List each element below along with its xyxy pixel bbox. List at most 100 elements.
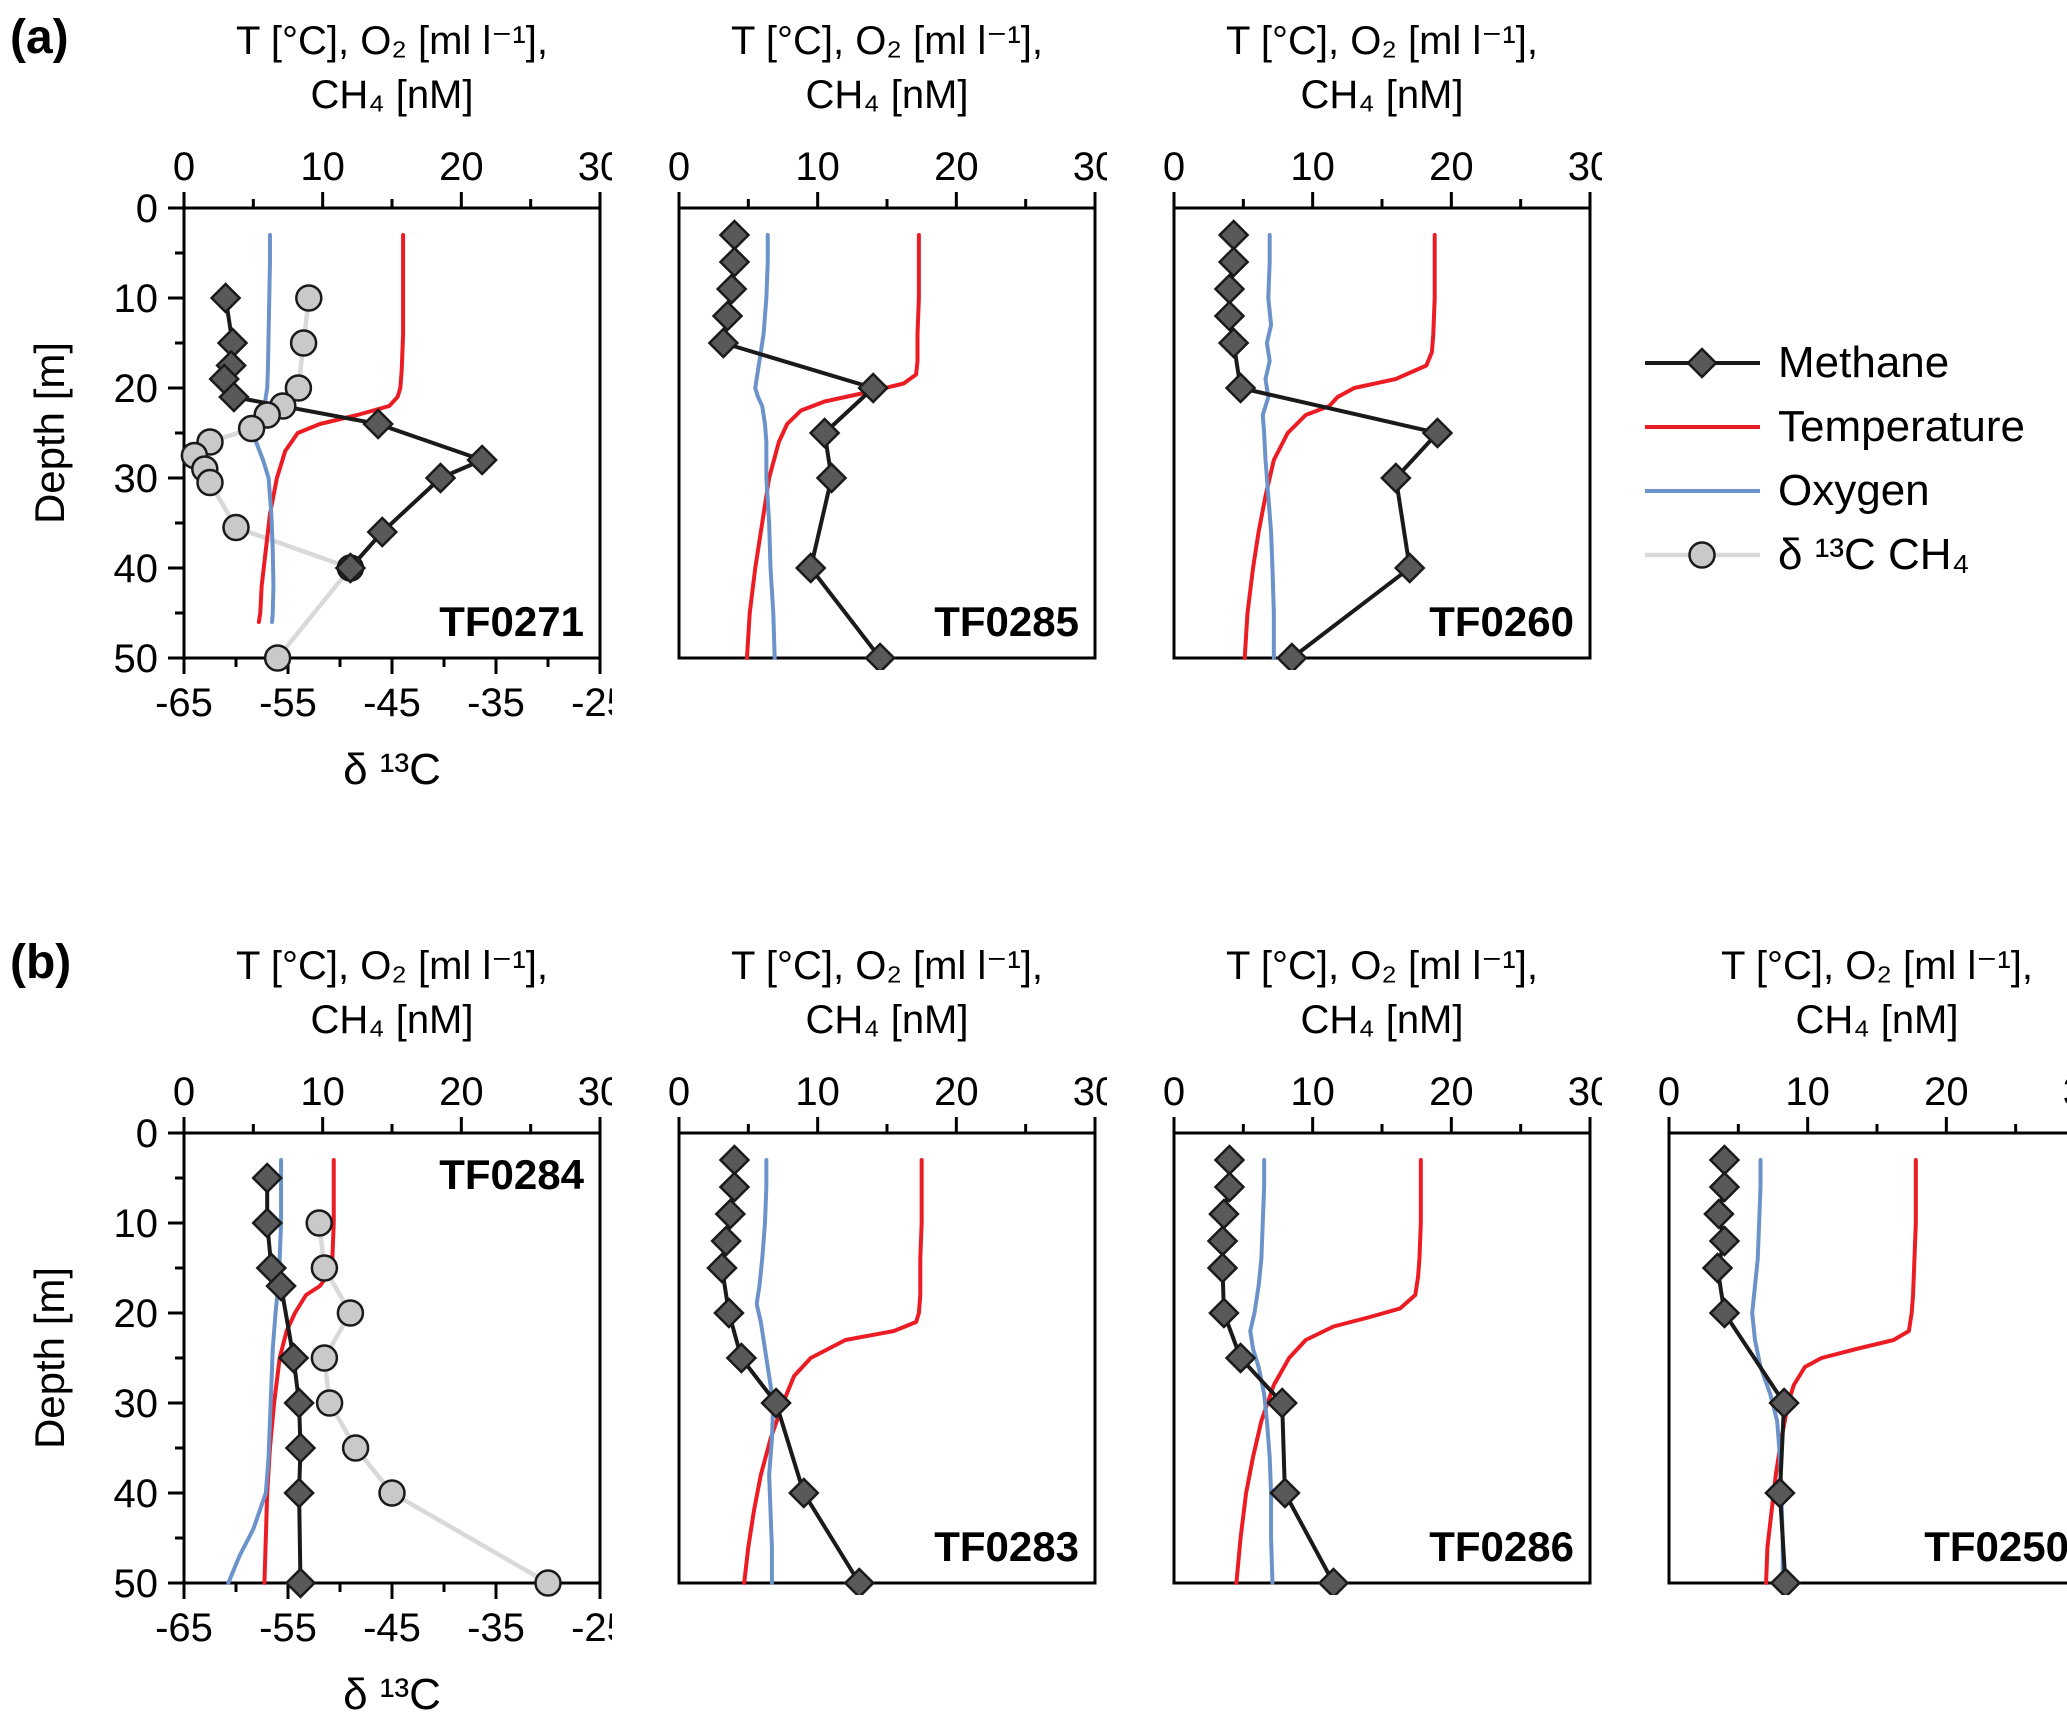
panel-TF0260: T [°C], O₂ [ml l⁻¹], CH₄ [nM] 0 10 20 30 TF026… bbox=[1150, 8, 1612, 675]
svg-text:TF0286: TF0286 bbox=[1429, 1523, 1574, 1570]
svg-text:TF0283: TF0283 bbox=[934, 1523, 1079, 1570]
svg-text:T [°C], O₂ [ml l⁻¹],: T [°C], O₂ [ml l⁻¹], bbox=[1226, 944, 1538, 988]
legend-label-methane: Methane bbox=[1778, 338, 1950, 387]
svg-text:-55: -55 bbox=[259, 1606, 317, 1650]
temperature-line-icon bbox=[1645, 405, 1760, 449]
svg-text:30: 30 bbox=[1568, 1070, 1602, 1114]
svg-text:-55: -55 bbox=[259, 681, 317, 725]
svg-text:20: 20 bbox=[439, 1070, 484, 1114]
svg-text:30: 30 bbox=[1073, 145, 1107, 189]
svg-text:30: 30 bbox=[578, 1070, 612, 1114]
svg-text:T [°C], O₂ [ml l⁻¹],: T [°C], O₂ [ml l⁻¹], bbox=[1721, 944, 2033, 988]
svg-text:T [°C], O₂ [ml l⁻¹],: T [°C], O₂ [ml l⁻¹], bbox=[236, 19, 548, 63]
svg-text:CH₄ [nM]: CH₄ [nM] bbox=[310, 73, 473, 117]
svg-text:20: 20 bbox=[439, 145, 484, 189]
svg-text:30: 30 bbox=[2063, 1070, 2067, 1114]
svg-text:10: 10 bbox=[1290, 145, 1335, 189]
panel-TF0285: T [°C], O₂ [ml l⁻¹], CH₄ [nM] 0 10 20 30 TF028… bbox=[655, 8, 1117, 675]
svg-text:CH₄ [nM]: CH₄ [nM] bbox=[805, 73, 968, 117]
row-b-panels: T [°C], O₂ [ml l⁻¹], CH₄ [nM] 0 10 20 30 0 10 20… bbox=[24, 933, 2067, 1722]
svg-text:TF0285: TF0285 bbox=[934, 598, 1079, 645]
legend-label-oxygen: Oxygen bbox=[1778, 466, 1930, 515]
svg-text:20: 20 bbox=[1429, 1070, 1474, 1114]
svg-text:10: 10 bbox=[1785, 1070, 1830, 1114]
svg-text:-25: -25 bbox=[571, 681, 612, 725]
profile-chart-TF0250: T [°C], O₂ [ml l⁻¹], CH₄ [nM] 0 10 20 30 TF025… bbox=[1658, 944, 2067, 1599]
svg-text:TF0260: TF0260 bbox=[1429, 598, 1574, 645]
svg-text:0: 0 bbox=[173, 1070, 195, 1114]
panel-TF0283: T [°C], O₂ [ml l⁻¹], CH₄ [nM] 0 10 20 30 TF028… bbox=[655, 933, 1117, 1600]
legend-item-methane: Methane bbox=[1645, 338, 2025, 388]
row-a-panels: T [°C], O₂ [ml l⁻¹], CH₄ [nM] 0 10 20 30 0 10 20… bbox=[24, 8, 2025, 803]
svg-text:CH₄ [nM]: CH₄ [nM] bbox=[1300, 73, 1463, 117]
svg-text:50: 50 bbox=[114, 637, 159, 681]
svg-text:10: 10 bbox=[1290, 1070, 1335, 1114]
profile-chart-TF0284: T [°C], O₂ [ml l⁻¹], CH₄ [nM] 0 10 20 30 0 10 20… bbox=[26, 944, 629, 1719]
svg-text:-35: -35 bbox=[467, 1606, 525, 1650]
svg-text:20: 20 bbox=[934, 145, 979, 189]
profile-chart-TF0285: T [°C], O₂ [ml l⁻¹], CH₄ [nM] 0 10 20 30 TF028… bbox=[668, 19, 1117, 674]
svg-text:δ ¹³C: δ ¹³C bbox=[343, 745, 441, 794]
svg-text:Depth [m]: Depth [m] bbox=[26, 1267, 73, 1449]
svg-text:50: 50 bbox=[114, 1562, 159, 1606]
svg-text:CH₄ [nM]: CH₄ [nM] bbox=[805, 998, 968, 1042]
panel-TF0250: T [°C], O₂ [ml l⁻¹], CH₄ [nM] 0 10 20 30 TF025… bbox=[1645, 933, 2067, 1600]
legend-label-delta13c: δ ¹³C CH₄ bbox=[1778, 530, 1970, 579]
svg-text:10: 10 bbox=[300, 145, 345, 189]
svg-text:30: 30 bbox=[114, 457, 159, 501]
panel-TF0284: T [°C], O₂ [ml l⁻¹], CH₄ [nM] 0 10 20 30 0 10 20… bbox=[24, 933, 629, 1722]
svg-text:δ ¹³C: δ ¹³C bbox=[343, 1670, 441, 1719]
svg-text:30: 30 bbox=[1568, 145, 1602, 189]
delta13c-marker-icon bbox=[1645, 533, 1760, 577]
row-a-label: (a) bbox=[10, 11, 69, 64]
svg-text:30: 30 bbox=[578, 145, 612, 189]
profile-chart-TF0283: T [°C], O₂ [ml l⁻¹], CH₄ [nM] 0 10 20 30 TF028… bbox=[668, 944, 1117, 1599]
svg-text:-65: -65 bbox=[155, 681, 213, 725]
svg-text:TF0250: TF0250 bbox=[1924, 1523, 2067, 1570]
svg-text:0: 0 bbox=[668, 1070, 690, 1114]
svg-text:CH₄ [nM]: CH₄ [nM] bbox=[310, 998, 473, 1042]
svg-text:20: 20 bbox=[114, 1292, 159, 1336]
legend-label-temperature: Temperature bbox=[1778, 402, 2026, 451]
svg-text:T [°C], O₂ [ml l⁻¹],: T [°C], O₂ [ml l⁻¹], bbox=[1226, 19, 1538, 63]
profile-chart-TF0286: T [°C], O₂ [ml l⁻¹], CH₄ [nM] 0 10 20 30 TF028… bbox=[1163, 944, 1612, 1599]
svg-text:TF0284: TF0284 bbox=[439, 1151, 584, 1198]
svg-text:T [°C], O₂ [ml l⁻¹],: T [°C], O₂ [ml l⁻¹], bbox=[236, 944, 548, 988]
svg-text:20: 20 bbox=[934, 1070, 979, 1114]
svg-text:T [°C], O₂ [ml l⁻¹],: T [°C], O₂ [ml l⁻¹], bbox=[731, 19, 1043, 63]
svg-text:10: 10 bbox=[300, 1070, 345, 1114]
svg-text:0: 0 bbox=[668, 145, 690, 189]
chart-legend: Methane Temperature Oxygen δ ¹³C CH₄ bbox=[1645, 338, 2025, 580]
row-b-label: (b) bbox=[10, 936, 72, 989]
panel-TF0271: T [°C], O₂ [ml l⁻¹], CH₄ [nM] 0 10 20 30 0 10 20… bbox=[24, 8, 629, 803]
svg-text:40: 40 bbox=[114, 1472, 159, 1516]
svg-text:CH₄ [nM]: CH₄ [nM] bbox=[1300, 998, 1463, 1042]
svg-text:Depth [m]: Depth [m] bbox=[26, 342, 73, 524]
profile-chart-TF0260: T [°C], O₂ [ml l⁻¹], CH₄ [nM] 0 10 20 30 TF026… bbox=[1163, 19, 1612, 674]
svg-text:0: 0 bbox=[136, 187, 158, 231]
svg-text:-45: -45 bbox=[363, 1606, 421, 1650]
svg-text:T [°C], O₂ [ml l⁻¹],: T [°C], O₂ [ml l⁻¹], bbox=[731, 944, 1043, 988]
svg-text:-65: -65 bbox=[155, 1606, 213, 1650]
svg-text:0: 0 bbox=[1163, 145, 1185, 189]
svg-text:-35: -35 bbox=[467, 681, 525, 725]
oxygen-line-icon bbox=[1645, 469, 1760, 513]
svg-text:10: 10 bbox=[114, 277, 159, 321]
svg-text:10: 10 bbox=[795, 145, 840, 189]
legend-item-delta13c: δ ¹³C CH₄ bbox=[1645, 530, 2025, 580]
svg-text:CH₄ [nM]: CH₄ [nM] bbox=[1795, 998, 1958, 1042]
svg-text:0: 0 bbox=[1658, 1070, 1680, 1114]
legend-item-oxygen: Oxygen bbox=[1645, 466, 2025, 516]
svg-text:20: 20 bbox=[1429, 145, 1474, 189]
svg-text:10: 10 bbox=[114, 1202, 159, 1246]
svg-text:TF0271: TF0271 bbox=[439, 598, 584, 645]
svg-text:10: 10 bbox=[795, 1070, 840, 1114]
legend-item-temperature: Temperature bbox=[1645, 402, 2025, 452]
svg-text:30: 30 bbox=[114, 1382, 159, 1426]
svg-text:0: 0 bbox=[1163, 1070, 1185, 1114]
svg-text:-45: -45 bbox=[363, 681, 421, 725]
svg-text:20: 20 bbox=[1924, 1070, 1969, 1114]
panel-TF0286: T [°C], O₂ [ml l⁻¹], CH₄ [nM] 0 10 20 30 TF028… bbox=[1150, 933, 1612, 1600]
svg-text:40: 40 bbox=[114, 547, 159, 591]
